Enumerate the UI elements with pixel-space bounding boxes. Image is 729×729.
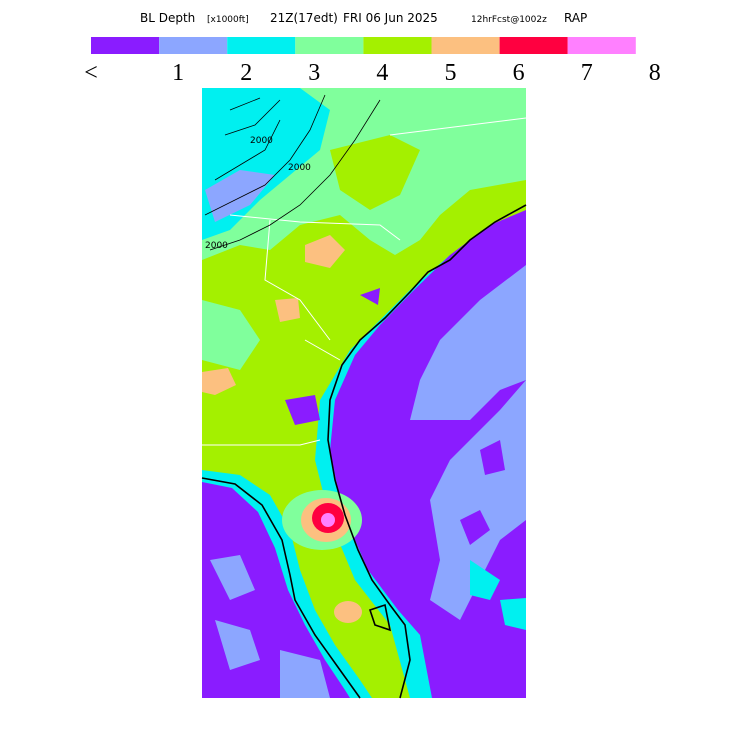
legend-label: 3 [308, 60, 320, 86]
legend-label: 6 [513, 60, 525, 86]
map: 2000 2000 2000 [201, 88, 527, 699]
legend: <1 2 3 4 5 6 7 8 [84, 37, 661, 86]
legend-swatch [567, 37, 636, 54]
title-part: 21Z(17edt) [270, 11, 338, 25]
field [321, 513, 335, 527]
title-part: RAP [564, 11, 587, 25]
coastline [368, 603, 392, 632]
contour-label: 2000 [288, 163, 311, 173]
legend-label: 4 [376, 60, 388, 86]
field [440, 440, 526, 698]
legend-label: < [84, 60, 98, 86]
legend-label: 7 [581, 60, 593, 86]
field [285, 288, 380, 425]
legend-label: 5 [445, 60, 457, 86]
state-line [202, 117, 527, 446]
legend-swatch [227, 37, 296, 54]
field [305, 235, 345, 268]
legend-label: 2 [240, 60, 252, 86]
legend-label: 8 [649, 60, 661, 86]
legend-label: 1 [172, 60, 184, 86]
field [202, 368, 236, 395]
contour-label: 2000 [205, 241, 228, 251]
field [205, 170, 275, 222]
field [334, 601, 362, 623]
title-part: 12hrFcst@1002z [471, 15, 547, 25]
title-part: FRI 06 Jun 2025 [343, 11, 438, 25]
field [330, 135, 420, 210]
title: BL Depth [x1000ft] 21Z(17edt) FRI 06 Jun… [140, 11, 587, 25]
title-part: [x1000ft] [207, 15, 249, 25]
legend-swatch [91, 37, 160, 54]
field [210, 555, 330, 698]
legend-swatch [499, 37, 568, 54]
coastline [201, 477, 361, 699]
coastline [327, 204, 527, 699]
field [202, 300, 260, 370]
legend-swatch [363, 37, 432, 54]
field [470, 560, 526, 630]
legend-swatch [295, 37, 364, 54]
title-part: BL Depth [140, 11, 195, 25]
contour-label: 2000 [250, 136, 273, 146]
field [275, 298, 300, 322]
legend-swatch [431, 37, 500, 54]
field [410, 265, 526, 420]
field [430, 380, 526, 620]
contour [204, 94, 381, 251]
legend-swatch [159, 37, 228, 54]
